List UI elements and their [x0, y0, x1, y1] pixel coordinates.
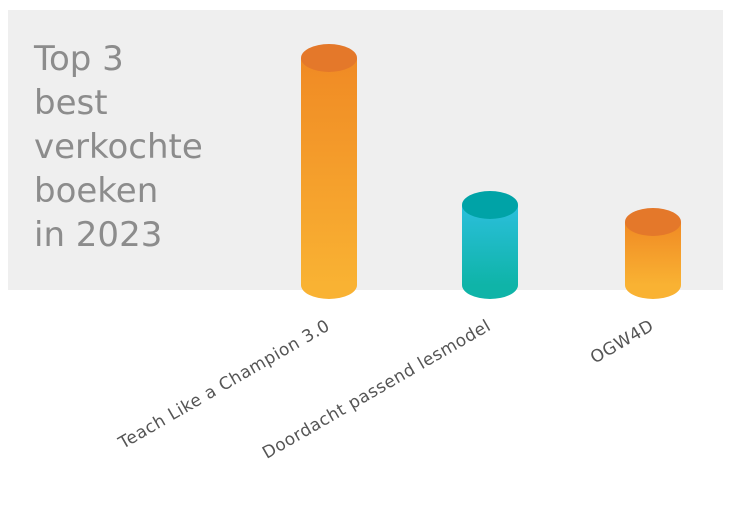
- chart-title: best: [34, 83, 108, 123]
- chart-title: boeken: [34, 171, 158, 211]
- panel: [8, 10, 723, 290]
- cylinder-body: [301, 58, 357, 285]
- cylinder-cap: [301, 44, 357, 72]
- chart-title: verkochte: [34, 127, 203, 167]
- cylinder-cap: [462, 191, 518, 219]
- x-tick-label: OGW4D: [587, 316, 657, 368]
- chart-title: in 2023: [34, 215, 162, 255]
- chart-title: Top 3: [33, 39, 124, 79]
- cylinder-cap: [625, 208, 681, 236]
